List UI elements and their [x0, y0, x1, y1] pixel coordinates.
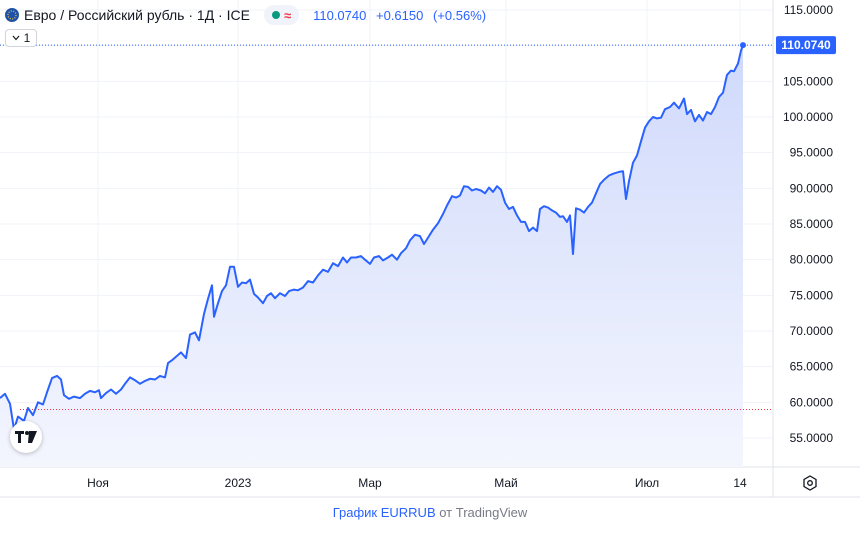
chart-link[interactable]: График EURRUB [332, 505, 436, 520]
market-status[interactable]: ≈ [263, 5, 300, 25]
y-tick-label: 75.0000 [790, 288, 834, 302]
y-tick-label: 85.0000 [790, 217, 834, 231]
price-change: +0.6150 [375, 7, 424, 23]
interval-value: 1 [23, 31, 31, 45]
y-tick-label: 70.0000 [790, 324, 834, 338]
y-tick-label: 80.0000 [790, 253, 834, 267]
market-open-dot-icon [271, 11, 280, 19]
interval-selector[interactable]: 1 [5, 29, 37, 47]
price-change-pct: (+0.56%) [432, 7, 487, 23]
x-tick-label: Май [494, 476, 518, 490]
x-tick-label: Мар [358, 476, 382, 490]
y-tick-label: 90.0000 [790, 181, 834, 195]
chevron-down-icon [12, 35, 20, 41]
y-tick-label: 60.0000 [790, 395, 834, 409]
delayed-data-icon: ≈ [283, 7, 292, 23]
y-tick-label: 65.0000 [790, 360, 834, 374]
chart-header: Евро / Российский рубль · 1Д · ICE ≈ 110… [4, 4, 492, 26]
x-tick-label: Ноя [87, 476, 109, 490]
x-tick-label: 2023 [225, 476, 252, 490]
tradingview-logo-icon[interactable] [10, 421, 42, 453]
footer-suffix: от TradingView [439, 505, 528, 520]
symbol-title[interactable]: Евро / Российский рубль · 1Д · ICE [24, 7, 250, 23]
price-label-text: 110.0740 [781, 38, 831, 52]
area-fill [0, 45, 743, 467]
x-axis: Ноя 2023 Мар Май Июл 14 [87, 476, 747, 490]
y-tick-label: 115.0000 [784, 3, 833, 17]
y-axis: 55.0000 60.0000 65.0000 70.0000 75.0000 80.00… [783, 3, 833, 445]
y-tick-label: 95.0000 [790, 146, 834, 160]
symbol-flag-icon [5, 8, 19, 22]
quote-values: 110.0740 +0.6150 (+0.56%) [313, 8, 492, 23]
series-line [0, 44, 744, 431]
last-price: 110.0740 [313, 7, 367, 23]
x-tick-label: 14 [733, 476, 747, 490]
footer: График EURRUB от TradingView [0, 505, 860, 520]
x-tick-label: Июл [635, 476, 659, 490]
y-tick-label: 100.0000 [783, 110, 833, 124]
last-price-dot [740, 42, 746, 49]
price-label: 110.0740 [776, 36, 836, 55]
y-tick-label: 55.0000 [790, 431, 834, 445]
y-tick-label: 105.0000 [783, 74, 833, 88]
settings-icon[interactable] [801, 474, 819, 492]
